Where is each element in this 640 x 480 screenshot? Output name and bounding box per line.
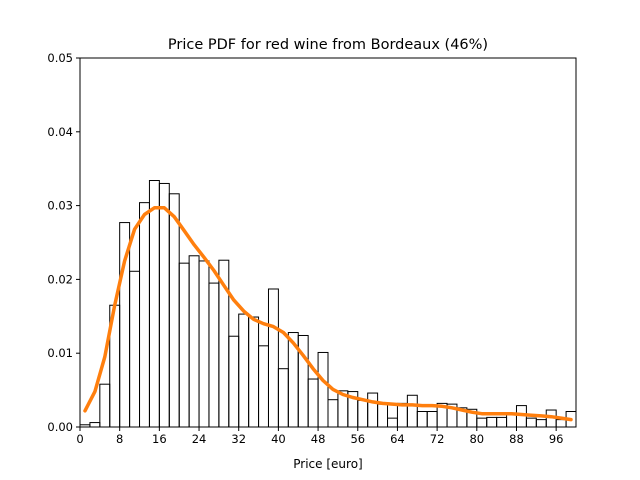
histogram-bar	[367, 392, 379, 428]
histogram-bar	[396, 402, 408, 428]
histogram-bar	[267, 288, 279, 428]
histogram-bar	[208, 282, 220, 428]
x-tick-label: 48	[311, 432, 326, 446]
histogram-bar	[238, 313, 250, 428]
histogram-bar	[486, 416, 498, 428]
x-tick-label: 56	[350, 432, 365, 446]
histogram-bar	[139, 202, 150, 428]
histogram-bar	[168, 193, 180, 428]
histogram-bar	[426, 411, 438, 428]
histogram-bar	[357, 399, 369, 428]
plot-area	[79, 180, 577, 428]
histogram-bar	[258, 345, 269, 428]
histogram-bar	[476, 417, 488, 428]
y-tick-label: 0.00	[47, 420, 73, 434]
x-tick-label: 32	[231, 432, 246, 446]
x-tick-label: 16	[152, 432, 167, 446]
x-tick-label: 8	[116, 432, 123, 446]
histogram-bar	[387, 417, 398, 428]
axes-frame	[79, 57, 577, 428]
y-tick-label: 0.02	[47, 272, 73, 286]
x-tick-label: 88	[509, 432, 524, 446]
histogram-bar	[406, 394, 418, 428]
y-tick-label: 0.04	[47, 125, 73, 139]
x-tick-label: 0	[76, 432, 83, 446]
chart-title: Price PDF for red wine from Bordeaux (46…	[168, 37, 488, 53]
histogram-bar	[198, 260, 210, 428]
histogram-bar	[496, 416, 508, 428]
histogram-bar	[178, 262, 190, 428]
histogram-bar	[228, 335, 240, 428]
histogram-bar	[555, 419, 567, 428]
axes: 0 8 16 24 32 40 48 56 64 72 80 88 96 0.00 0.01 0.02 0.03…	[47, 51, 577, 446]
y-tick-label: 0.01	[47, 346, 73, 360]
histogram-bar	[416, 411, 428, 428]
histogram-bar	[535, 419, 547, 428]
histogram-bar	[158, 182, 170, 428]
x-tick-label: 40	[271, 432, 286, 446]
histogram-bar	[377, 403, 389, 428]
y-tick-label: 0.05	[47, 51, 73, 65]
histogram-bar	[148, 180, 160, 428]
x-tick-label: 24	[192, 432, 207, 446]
histogram-bar	[525, 417, 537, 428]
histogram-bar	[188, 255, 200, 428]
y-tick-label: 0.03	[47, 199, 73, 213]
histogram-bar	[317, 351, 329, 428]
histogram-bar	[277, 368, 289, 428]
x-tick-label: 64	[390, 432, 405, 446]
histogram-bar	[99, 383, 111, 428]
x-tick-label: 96	[549, 432, 564, 446]
histogram-bar	[129, 270, 141, 428]
histogram-bar	[89, 422, 101, 428]
density-curve	[83, 206, 573, 422]
x-axis-label: Price [euro]	[293, 457, 362, 471]
histogram-bar	[327, 399, 339, 428]
histogram-bar	[307, 378, 319, 428]
x-tick-label: 80	[469, 432, 484, 446]
x-tick-label: 72	[430, 432, 445, 446]
histogram-bar	[248, 316, 260, 428]
